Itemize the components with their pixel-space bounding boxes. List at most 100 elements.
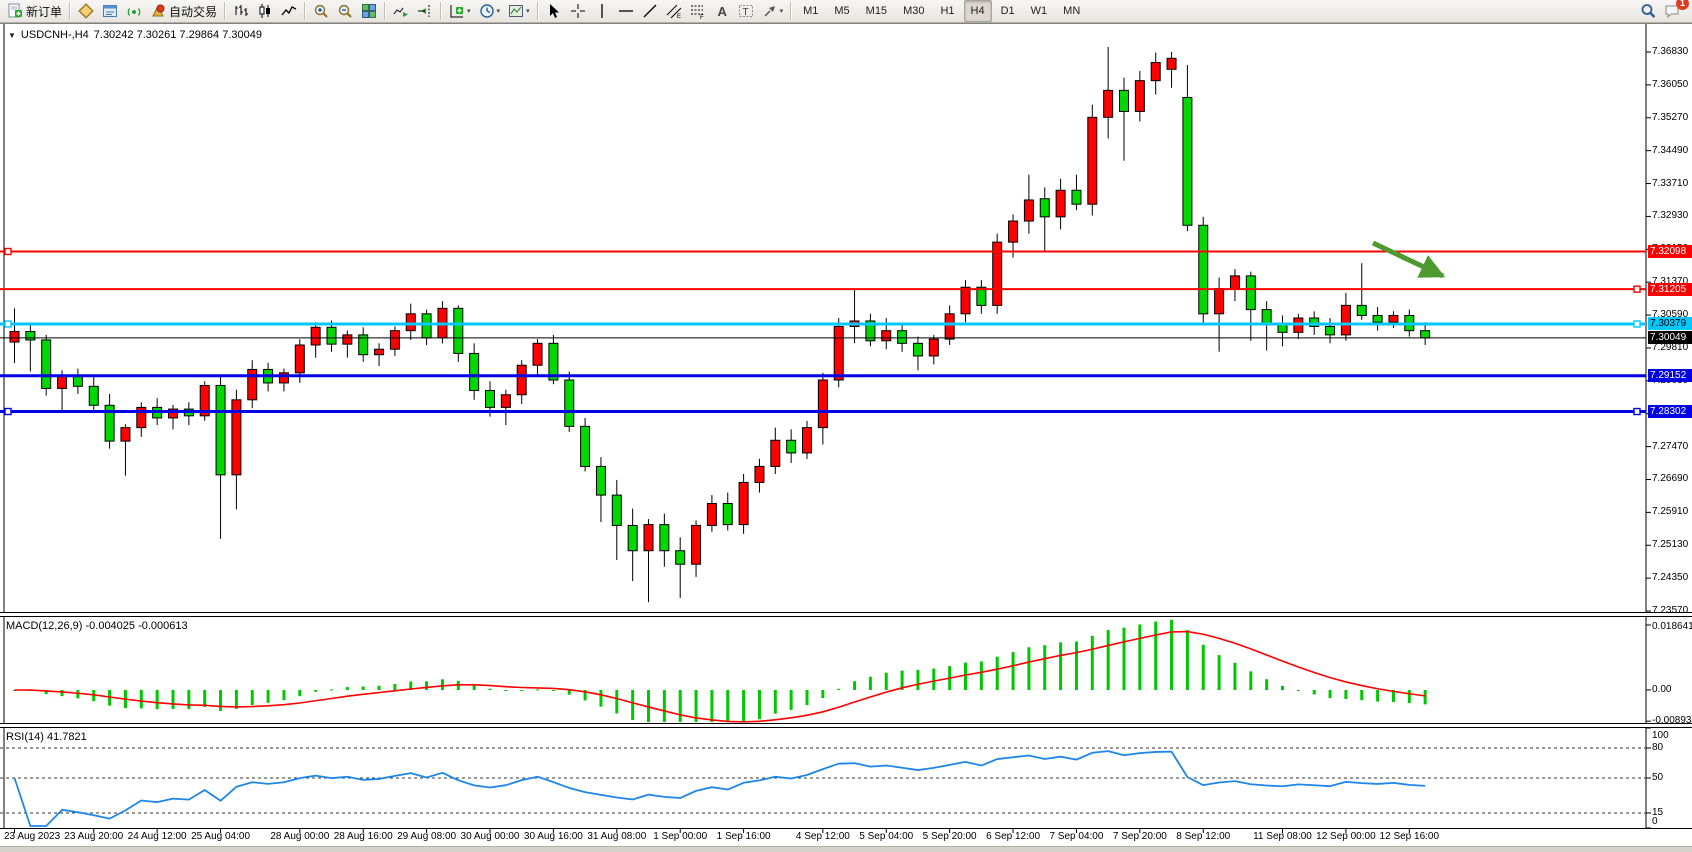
macd-bar	[171, 690, 175, 710]
toolbar-group: 新订单	[3, 0, 66, 22]
zoom-in-icon	[314, 4, 328, 18]
chart-canvas[interactable]	[0, 24, 1692, 847]
candle-body	[754, 465, 765, 483]
new-order-button[interactable]: 新订单	[3, 0, 66, 22]
timeframe-m15-button[interactable]: M15	[865, 5, 888, 17]
macd-bar	[805, 690, 809, 706]
main-toolbar: 新订单 自动交易 ▾ ▾ ▾ E F A T ▾ M1 M5 M15 M30 H1 H4 D1 W1 MN 1	[0, 0, 1692, 23]
candle-body	[469, 352, 480, 392]
timeframe-w1-button[interactable]: W1	[1030, 5, 1048, 17]
macd-bar	[1027, 647, 1031, 690]
macd-bar	[472, 684, 476, 690]
search-button[interactable]	[1636, 0, 1660, 22]
quick-trade-toggle-icon[interactable]: ▼	[8, 30, 16, 40]
candle	[1134, 70, 1145, 122]
toolbar-separator	[440, 2, 443, 20]
timeframe-h4-button[interactable]: H4	[963, 0, 992, 22]
tile-windows-button[interactable]	[357, 0, 381, 22]
line-handle[interactable]	[1633, 320, 1641, 328]
candle-body	[136, 406, 147, 429]
line-chart-button[interactable]	[277, 0, 301, 22]
candlestick-chart-button[interactable]	[253, 0, 277, 22]
templates-button[interactable]: ▾	[504, 0, 534, 22]
candle	[770, 427, 781, 475]
svg-text:T: T	[742, 7, 748, 18]
timeframe-h1-button[interactable]: H1	[940, 5, 955, 17]
chart-symbol-label: USDCNH-,H4	[20, 29, 89, 41]
auto-scroll-button[interactable]	[389, 0, 413, 22]
line-handle[interactable]	[1633, 407, 1641, 416]
cursor-button[interactable]	[542, 0, 566, 22]
macd-tick-0.018641: 0.018641	[1652, 621, 1692, 632]
chart-shift-button[interactable]	[413, 0, 437, 22]
candle	[120, 424, 131, 476]
macd-bar	[694, 690, 698, 722]
candle-body	[1309, 317, 1320, 327]
candle-body	[1023, 199, 1034, 222]
candle	[928, 334, 939, 365]
macd-bar	[1217, 655, 1221, 690]
text-button[interactable]: A	[710, 0, 734, 22]
rsi-tick-0: 0	[1652, 816, 1658, 827]
macd-bar	[440, 679, 444, 690]
time-tick-24-Aug-12-00: 24 Aug 12:00	[127, 831, 187, 842]
candle	[389, 326, 400, 356]
zoom-in-button[interactable]	[309, 0, 333, 22]
macd-bar	[615, 690, 619, 714]
svg-text:A: A	[717, 4, 727, 19]
fibonacci-button[interactable]: F	[686, 0, 710, 22]
charts-button[interactable]	[74, 0, 98, 22]
auto-trading-label: 自动交易	[169, 4, 218, 19]
window-bottom-edge	[0, 846, 1692, 852]
zoom-out-icon	[338, 4, 352, 18]
indicators-button[interactable]: ▾	[445, 0, 475, 22]
timeframe-mn-button[interactable]: MN	[1063, 5, 1081, 17]
signals-button[interactable]	[122, 0, 146, 22]
market-watch-button[interactable]	[98, 0, 122, 22]
candle	[1166, 52, 1177, 88]
line-handle[interactable]	[1633, 285, 1641, 293]
candle	[1055, 178, 1066, 230]
trendline-button[interactable]	[638, 0, 662, 22]
candle	[865, 313, 876, 347]
zoom-out-button[interactable]	[333, 0, 357, 22]
candle-body	[865, 320, 876, 342]
candle-body	[231, 399, 242, 476]
candle	[278, 368, 289, 392]
search-icon	[1641, 4, 1656, 18]
candle	[659, 513, 670, 567]
equidistant-channel-button[interactable]: E	[662, 0, 686, 22]
notifications-button[interactable]: 1	[1660, 0, 1689, 22]
candle-body	[532, 342, 543, 366]
auto-trading-button[interactable]: 自动交易	[146, 0, 221, 22]
macd-bar	[330, 689, 333, 691]
horizontal-line-button[interactable]	[614, 0, 638, 22]
arrows-button[interactable]: ▾	[758, 0, 788, 22]
timeframe-m5-button[interactable]: M5	[834, 5, 850, 17]
trend-arrow-annotation[interactable]	[1371, 240, 1446, 279]
line-handle[interactable]	[4, 320, 12, 328]
macd-bar	[964, 662, 967, 690]
time-tick-30-Aug-16-00: 30 Aug 16:00	[523, 831, 583, 842]
macd-bar	[757, 690, 761, 720]
macd-bar	[599, 690, 603, 707]
timeframe-m1-button[interactable]: M1	[803, 5, 819, 17]
vertical-line-button[interactable]	[590, 0, 614, 22]
candle	[1150, 52, 1161, 95]
line-handle[interactable]	[4, 247, 12, 256]
periods-button[interactable]: ▾	[475, 0, 505, 22]
text-label-button[interactable]: T	[734, 0, 758, 22]
candle	[738, 474, 749, 534]
line-handle[interactable]	[4, 407, 12, 416]
macd-bar	[266, 690, 270, 703]
timeframe-d1-button[interactable]: D1	[1000, 5, 1015, 17]
candle	[516, 360, 527, 405]
timeframe-m30-button[interactable]: M30	[903, 5, 925, 17]
candle-body	[278, 372, 289, 384]
toolbar-group	[229, 0, 301, 22]
crosshair-button[interactable]	[566, 0, 590, 22]
bar-chart-button[interactable]	[229, 0, 253, 22]
toolbar-separator	[224, 2, 227, 20]
candle	[675, 537, 686, 598]
candle	[643, 519, 654, 603]
